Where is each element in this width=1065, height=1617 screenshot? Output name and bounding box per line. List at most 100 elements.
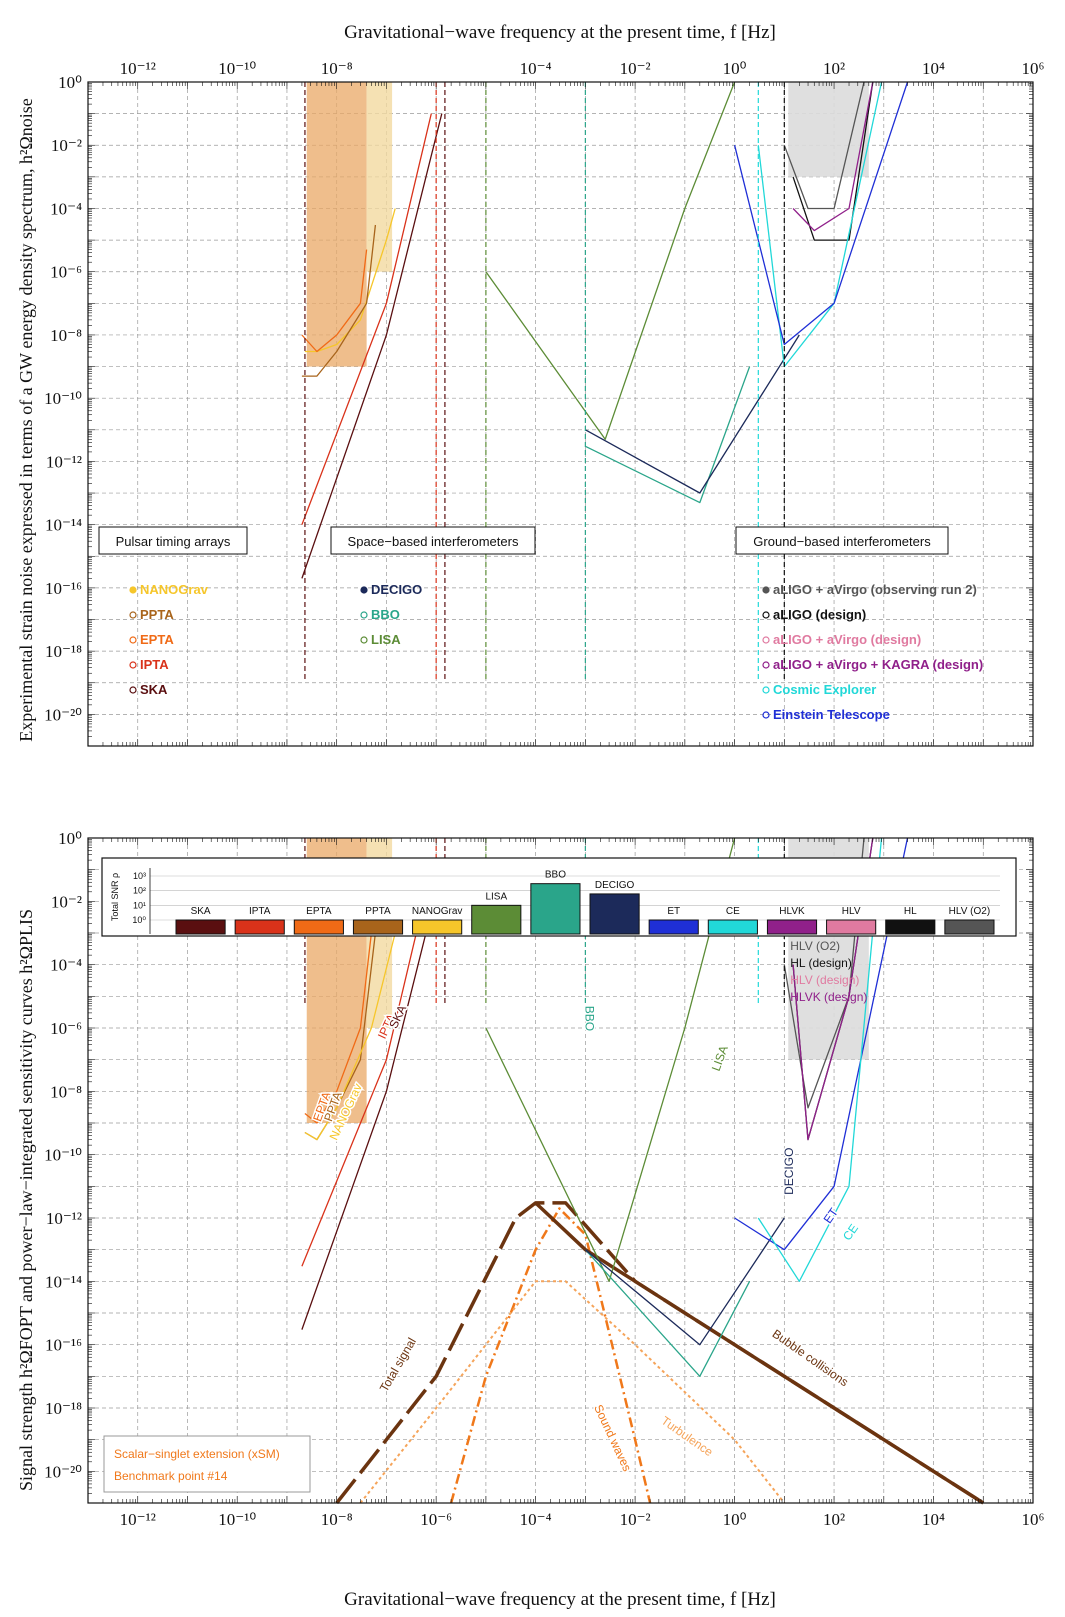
y-tick-label: 10⁻²⁰ <box>44 705 82 724</box>
top-x-axis-title: Gravitational−wave frequency at the pres… <box>344 22 776 43</box>
inset-y-tick: 10¹ <box>133 900 146 910</box>
inset-bar <box>590 894 639 934</box>
legend-marker <box>130 587 136 593</box>
legend-entry: LISA <box>371 632 401 647</box>
inset-bar <box>235 920 284 934</box>
curve-label: CE <box>840 1221 861 1243</box>
inset-bar-label: ET <box>667 906 680 917</box>
x-tick-label-bottom: 10⁻⁴ <box>520 1510 552 1529</box>
x-tick-label-top: 10⁻¹² <box>120 59 156 78</box>
legend-entry: NANOGrav <box>140 582 209 597</box>
inset-bar-label: CE <box>726 906 740 917</box>
inset-bar-label: IPTA <box>249 906 271 917</box>
inset-bar <box>767 920 816 934</box>
x-tick-label-top: 10⁶ <box>1022 59 1045 78</box>
x-tick-label-bottom: 10⁻² <box>620 1510 651 1529</box>
legend-marker <box>361 612 367 618</box>
legend-marker <box>763 687 769 693</box>
inset-bar-label: HLV (O2) <box>949 906 991 917</box>
legend-space: DECIGOBBOLISA <box>361 582 422 647</box>
inset-y-tick: 10² <box>133 886 146 896</box>
inset-y-label: Total SNR ρ <box>110 873 120 921</box>
top-panel-noise-curves: 10⁰ 10⁻² 10⁻⁴ 10⁻⁶ 10⁻⁸ 10⁻¹⁰ 10⁻¹² 10⁻¹⁴ 10⁻¹⁶ 1… <box>44 59 1044 746</box>
ground-shade <box>788 82 869 177</box>
y-tick-label: 10⁻⁴ <box>50 956 82 975</box>
legend-marker <box>763 612 769 618</box>
inset-bar-label: EPTA <box>306 906 332 917</box>
inset-bar-label: LISA <box>485 891 507 902</box>
inset-bar <box>294 920 343 934</box>
ground-detector-label: HLVK (design) <box>790 990 867 1004</box>
legend-entry: Einstein Telescope <box>773 707 890 722</box>
y-tick-label: 10⁻¹⁴ <box>45 1272 82 1291</box>
x-tick-label-bottom: 10² <box>823 1510 845 1529</box>
curve-label: Total signal <box>377 1335 419 1394</box>
y-tick-label: 10⁻¹⁴ <box>45 516 82 535</box>
nanograv-shade <box>367 82 392 272</box>
curve-bbo <box>585 367 749 503</box>
inset-bar <box>886 920 935 934</box>
pta-shade <box>307 82 367 367</box>
space-category-box: Space−based interferometers <box>331 527 535 554</box>
y-tick-label: 10⁻² <box>51 892 82 911</box>
space-category-label: Space−based interferometers <box>348 534 519 549</box>
bottom-grid <box>88 838 1033 1503</box>
inset-bar-label: HLV <box>842 906 861 917</box>
top-y-axis-label: Experimental strain noise expressed in t… <box>16 98 36 741</box>
x-tick-label-bottom: 10⁰ <box>723 1510 747 1529</box>
inset-bar-label: PPTA <box>365 906 391 917</box>
inset-bar <box>945 920 994 934</box>
inset-bar <box>413 920 462 934</box>
ground-detector-label: HLV (design) <box>790 973 859 987</box>
inset-bar-label: HL <box>904 906 917 917</box>
legend-marker <box>763 587 769 593</box>
inset-bar-label: HLVK <box>779 906 805 917</box>
inset-bar <box>176 920 225 934</box>
bottom-y-axis-label: Signal strength h²ΩFOPT and power−law−in… <box>16 909 36 1491</box>
bottom-curve-labels: IPTASKAEPTAPPTANANOGravBBOLISADECIGOETCE… <box>310 939 867 1474</box>
legend-entry: EPTA <box>140 632 174 647</box>
legend-entry: SKA <box>140 682 168 697</box>
y-tick-label: 10⁻¹² <box>46 1209 82 1228</box>
y-tick-label: 10⁻¹⁰ <box>44 1146 82 1165</box>
legend-pta: NANOGrav PPTA EPTA IPTA SKA <box>130 582 209 697</box>
curve-decigo <box>585 335 799 493</box>
curve-label: Turbulence <box>659 1414 716 1460</box>
legend-entry: PPTA <box>140 607 174 622</box>
y-tick-label: 10⁻⁸ <box>50 326 82 345</box>
curve-label: Bubble collisions <box>770 1327 851 1390</box>
inset-bar-label: DECIGO <box>595 880 635 891</box>
bottom-panel-signal: 10⁰ 10⁻² 10⁻⁴ 10⁻⁶ 10⁻⁸ 10⁻¹⁰ 10⁻¹² 10⁻¹⁴ 10⁻¹⁶ 1… <box>44 829 1044 1529</box>
x-tick-label-bottom: 10⁻¹⁰ <box>218 1510 256 1529</box>
curve-bbo <box>585 1250 749 1377</box>
y-tick-label: 10⁻¹⁸ <box>45 642 82 661</box>
legend-entry: aLIGO + aVirgo + KAGRA (design) <box>773 657 983 672</box>
snr-inset: Total SNR ρ 10³ 10² 10¹ 10⁰ SKA IPTA EPTA PPTA N… <box>102 858 1016 936</box>
legend-marker <box>361 637 367 643</box>
inset-bar <box>827 920 876 934</box>
legend-entry: Cosmic Explorer <box>773 682 876 697</box>
x-tick-label-bottom: 10⁻¹² <box>120 1510 156 1529</box>
legend-marker <box>130 687 136 693</box>
ground-detector-label: HL (design) <box>790 956 852 970</box>
x-tick-label-bottom: 10⁴ <box>922 1510 945 1529</box>
curve-label: BBO <box>582 1006 596 1031</box>
inset-bar <box>531 884 580 934</box>
x-tick-label-top: 10⁰ <box>723 59 747 78</box>
bottom-x-axis-title: Gravitational−wave frequency at the pres… <box>344 1589 776 1610</box>
ground-category-box: Ground−based interferometers <box>736 527 948 554</box>
y-tick-label: 10⁻⁶ <box>50 263 82 282</box>
x-tick-label-top: 10⁴ <box>922 59 945 78</box>
ground-category-label: Ground−based interferometers <box>753 534 931 549</box>
inset-bar-label: NANOGrav <box>412 906 463 917</box>
legend-entry: aLIGO (design) <box>773 607 866 622</box>
legend-marker <box>130 662 136 668</box>
legend-entry: DECIGO <box>371 582 422 597</box>
x-tick-label-bottom: 10⁻⁶ <box>420 1510 452 1529</box>
curve-bubble-collisions <box>536 1203 984 1503</box>
bottom-sensitivity-curves <box>302 838 983 1503</box>
curve-total-signal <box>337 1203 984 1503</box>
bottom-plot-frame <box>88 838 1033 1503</box>
x-tick-label-bottom: 10⁻⁸ <box>321 1510 353 1529</box>
